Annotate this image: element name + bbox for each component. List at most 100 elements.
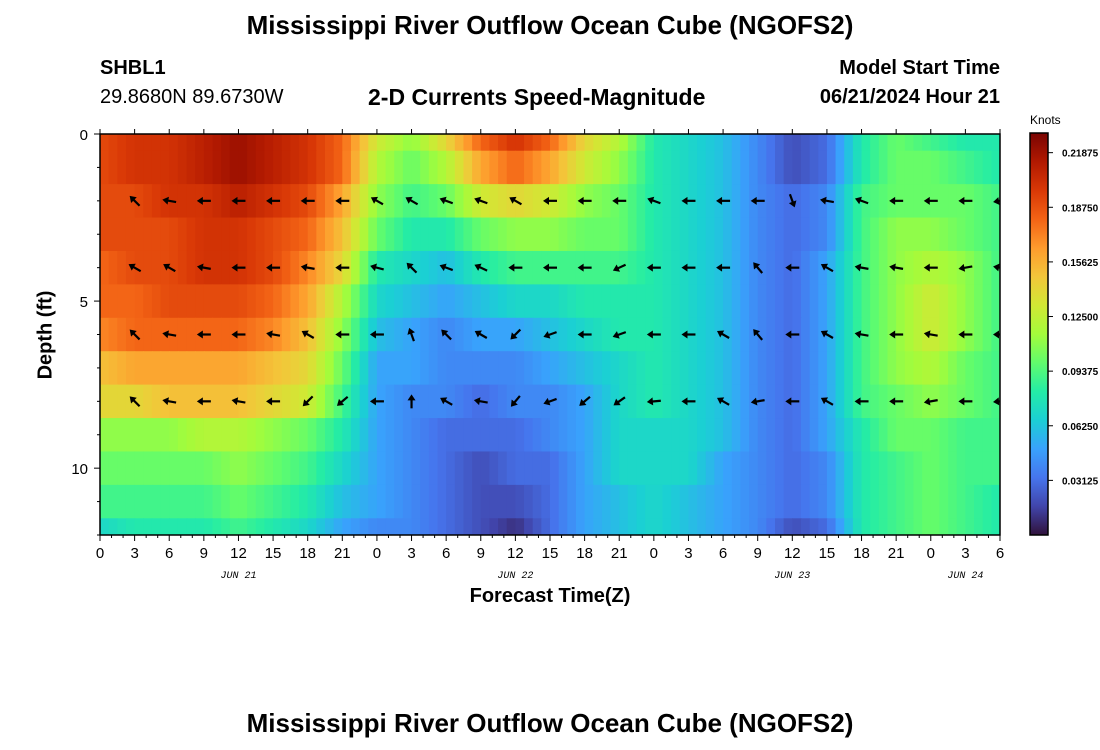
heatmap-cell <box>749 418 759 453</box>
heatmap-cell <box>800 134 811 152</box>
heatmap-cell <box>913 451 923 486</box>
heatmap-cell <box>662 217 672 252</box>
heatmap-cell <box>697 451 707 486</box>
heatmap-cell <box>247 317 257 352</box>
heatmap-cell <box>151 217 162 252</box>
heatmap-cell <box>757 518 767 535</box>
heatmap-cell <box>255 418 266 453</box>
heatmap-cell <box>887 518 897 535</box>
heatmap-cell <box>307 284 317 319</box>
heatmap-cell <box>835 150 845 185</box>
heatmap-cell <box>264 518 274 535</box>
heatmap-cell <box>489 284 499 319</box>
heatmap-cell <box>411 484 421 519</box>
heatmap-cell <box>203 134 214 152</box>
heatmap-cell <box>307 518 317 535</box>
heatmap-cell <box>783 484 793 519</box>
heatmap-cell <box>108 384 118 419</box>
heatmap-cell <box>255 518 266 535</box>
heatmap-cell <box>350 217 361 252</box>
heatmap-cell <box>844 317 854 352</box>
heatmap-cell <box>731 351 741 386</box>
heatmap-cell <box>177 150 188 185</box>
current-arrow <box>716 196 731 205</box>
heatmap-cell <box>515 518 525 535</box>
heatmap-cell <box>800 250 811 285</box>
heatmap-cell <box>697 317 707 352</box>
heatmap-cell <box>299 451 309 486</box>
current-arrow <box>266 263 281 272</box>
heatmap-cell <box>904 518 915 535</box>
heatmap-cell <box>472 451 482 486</box>
heatmap-cell <box>896 451 906 486</box>
heatmap-cell <box>333 518 343 535</box>
heatmap-cell <box>480 150 491 185</box>
current-arrow <box>301 330 315 339</box>
x-day-label: JUN 23 <box>774 571 810 582</box>
heatmap-cell <box>593 451 603 486</box>
current-arrow <box>474 196 488 205</box>
heatmap-cell <box>316 150 326 185</box>
heatmap-cell <box>922 217 932 252</box>
heatmap-cell <box>489 418 499 453</box>
x-tick-label: 3 <box>407 545 415 562</box>
heatmap-cell <box>653 150 664 185</box>
heatmap-cell <box>515 284 525 319</box>
heatmap-cell <box>143 484 153 519</box>
heatmap-cell <box>671 418 681 453</box>
heatmap-cell <box>965 451 975 486</box>
heatmap-cell <box>463 284 473 319</box>
heatmap-cell <box>325 184 335 219</box>
heatmap-cell <box>359 134 369 152</box>
current-arrow <box>336 395 349 406</box>
heatmap-cell <box>757 317 767 352</box>
heatmap-cell <box>117 317 127 352</box>
heatmap-cell <box>601 284 612 319</box>
heatmap-cell <box>420 518 430 535</box>
heatmap-cell <box>359 351 369 386</box>
heatmap-cell <box>420 451 430 486</box>
heatmap-cell <box>688 284 698 319</box>
heatmap-cell <box>541 451 551 486</box>
heatmap-cell <box>697 384 707 419</box>
heatmap-cell <box>731 418 741 453</box>
heatmap-cell <box>524 451 534 486</box>
heatmap-cell <box>792 351 802 386</box>
heatmap-cell <box>956 217 966 252</box>
heatmap-cell <box>783 184 793 219</box>
heatmap-cell <box>844 250 854 285</box>
heatmap-cell <box>731 451 741 486</box>
heatmap-cell <box>766 351 776 386</box>
x-tick-label: 6 <box>719 545 727 562</box>
heatmap-cell <box>740 451 750 486</box>
heatmap-cell <box>956 284 966 319</box>
heatmap-cell <box>143 134 153 152</box>
heatmap-cell <box>376 351 387 386</box>
heatmap-cell <box>601 351 612 386</box>
heatmap-cell <box>385 384 395 419</box>
heatmap-cell <box>627 250 638 285</box>
heatmap-cell <box>800 184 811 219</box>
heatmap-cell <box>333 351 343 386</box>
heatmap-cell <box>472 284 482 319</box>
heatmap-cell <box>428 150 439 185</box>
heatmap-cell <box>394 418 404 453</box>
heatmap-cell <box>463 150 473 185</box>
heatmap-cell <box>489 484 499 519</box>
heatmap-cell <box>316 134 326 152</box>
heatmap-cell <box>775 250 785 285</box>
y-tick-label: 5 <box>80 294 88 311</box>
heatmap-cell <box>913 418 923 453</box>
heatmap-cell <box>281 184 291 219</box>
heatmap-cell <box>671 317 681 352</box>
current-arrow <box>231 330 246 339</box>
heatmap-cell <box>757 134 767 152</box>
heatmap-cell <box>575 418 586 453</box>
heatmap-cell <box>411 451 421 486</box>
heatmap-cell <box>480 250 491 285</box>
heatmap-cell <box>428 284 439 319</box>
heatmap-cell <box>489 184 499 219</box>
heatmap-cell <box>636 518 646 535</box>
heatmap-cell <box>619 150 629 185</box>
current-arrow <box>196 397 211 406</box>
